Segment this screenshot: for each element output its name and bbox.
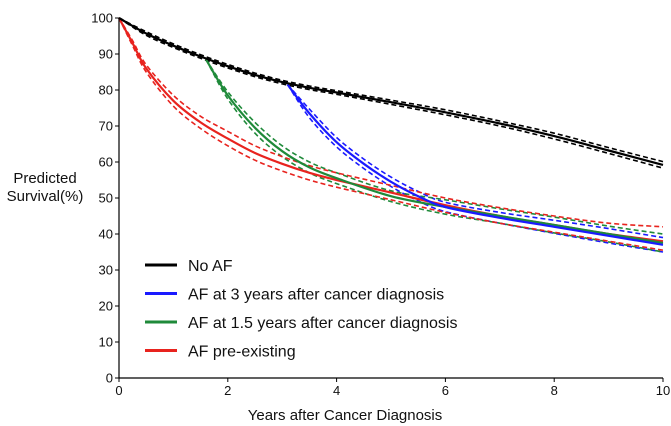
tick-labels: 0 10 20 30 40 50 60 70 80 90 100 0 2 4 6 8 10 [91, 11, 670, 399]
y-axis-title-line-1: Predicted [13, 170, 76, 187]
x-axis-title: Years after Cancer Diagnosis [248, 407, 443, 424]
series-1-ci-lower [286, 84, 664, 253]
y-tick-label: 0 [106, 371, 113, 386]
legend-label-3: AF pre-existing [188, 344, 296, 361]
y-tick-label: 50 [99, 191, 113, 206]
y-tick-label: 70 [99, 119, 113, 134]
x-tick-label: 8 [551, 383, 558, 398]
series-3-line [118, 17, 664, 243]
x-tick-label: 4 [333, 383, 340, 398]
y-tick-label: 80 [99, 83, 113, 98]
y-tick-label: 90 [99, 47, 113, 62]
legend: No AF AF at 3 years after cancer diagnosi… [145, 258, 457, 361]
legend-label-1: AF at 3 years after cancer diagnosis [188, 287, 444, 304]
series-1-line [286, 83, 664, 246]
series-0-ci-lower [118, 17, 664, 169]
x-tick-label: 10 [656, 383, 670, 398]
series-lines [118, 17, 664, 246]
series-2-ci-upper [205, 58, 664, 235]
y-tick-label: 20 [99, 299, 113, 314]
y-tick-label: 60 [99, 155, 113, 170]
legend-label-0: No AF [188, 258, 233, 275]
y-tick-label: 10 [99, 335, 113, 350]
series-2-line [205, 58, 664, 245]
confidence-bands [118, 17, 664, 253]
series-1-ci-upper [287, 84, 664, 239]
series-0-line [118, 17, 664, 166]
series-0-ci-upper [118, 17, 664, 163]
legend-label-2: AF at 1.5 years after cancer diagnosis [188, 315, 457, 332]
y-tick-label: 30 [99, 263, 113, 278]
axes [115, 17, 664, 382]
x-tick-label: 6 [442, 383, 449, 398]
y-axis-title-line-2: Survival(%) [7, 188, 84, 205]
x-tick-label: 0 [115, 383, 122, 398]
y-tick-label: 40 [99, 227, 113, 242]
y-tick-label: 100 [91, 11, 113, 26]
series-3-ci-lower [118, 17, 664, 251]
x-tick-label: 2 [224, 383, 231, 398]
